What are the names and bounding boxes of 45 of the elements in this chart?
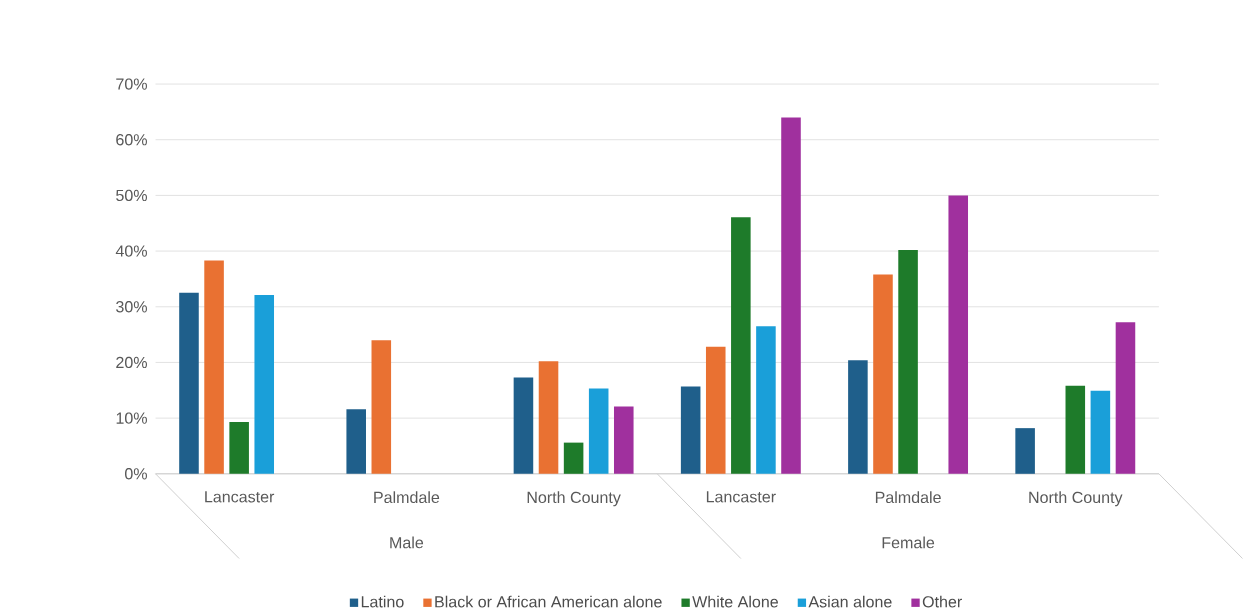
bar [346,409,366,475]
bar [1090,391,1111,475]
y-tick-label: 70% [116,78,147,90]
x-tick-label: Palmdale [875,491,941,504]
y-tick-label: 60% [116,134,147,146]
bar [1015,428,1035,475]
y-tick-label: 30% [116,301,147,313]
bar [588,388,609,475]
bar [204,260,224,475]
legend-label: Latino [361,595,404,608]
x-tick-label: Palmdale [374,491,440,504]
bar [756,326,776,475]
bar [1115,322,1136,475]
bar [948,195,969,475]
y-tick-label: 10% [116,412,147,425]
bar [873,274,893,475]
legend-label: Black or African American alone [435,595,662,608]
bar [1065,386,1086,475]
bar [371,340,392,475]
text: Male [390,536,424,549]
bar [731,217,751,475]
y-tick-label: 40% [115,245,147,257]
legend-label: Other [922,595,962,608]
y-tick-label: 50% [116,189,147,202]
bar [614,406,634,475]
legend-label: White Alone [692,595,778,608]
bar [538,361,559,475]
bar [229,422,249,475]
x-tick-label: Lancaster [205,491,275,503]
bar [254,295,275,475]
legend-label: Asian alone [808,595,892,608]
bar [781,117,801,475]
x-tick-label: Lancaster [706,491,776,503]
bar [705,347,726,475]
bar [898,250,918,475]
text: Female [882,536,935,549]
y-tick-label: 20% [116,357,147,369]
bar [563,442,584,475]
bar [513,377,534,475]
bar [848,360,868,475]
bar [179,293,199,475]
bar [680,386,701,475]
x-tick-label: North County [1029,491,1123,507]
y-tick-label: 0% [125,468,147,480]
x-tick-label: North County [527,491,621,507]
